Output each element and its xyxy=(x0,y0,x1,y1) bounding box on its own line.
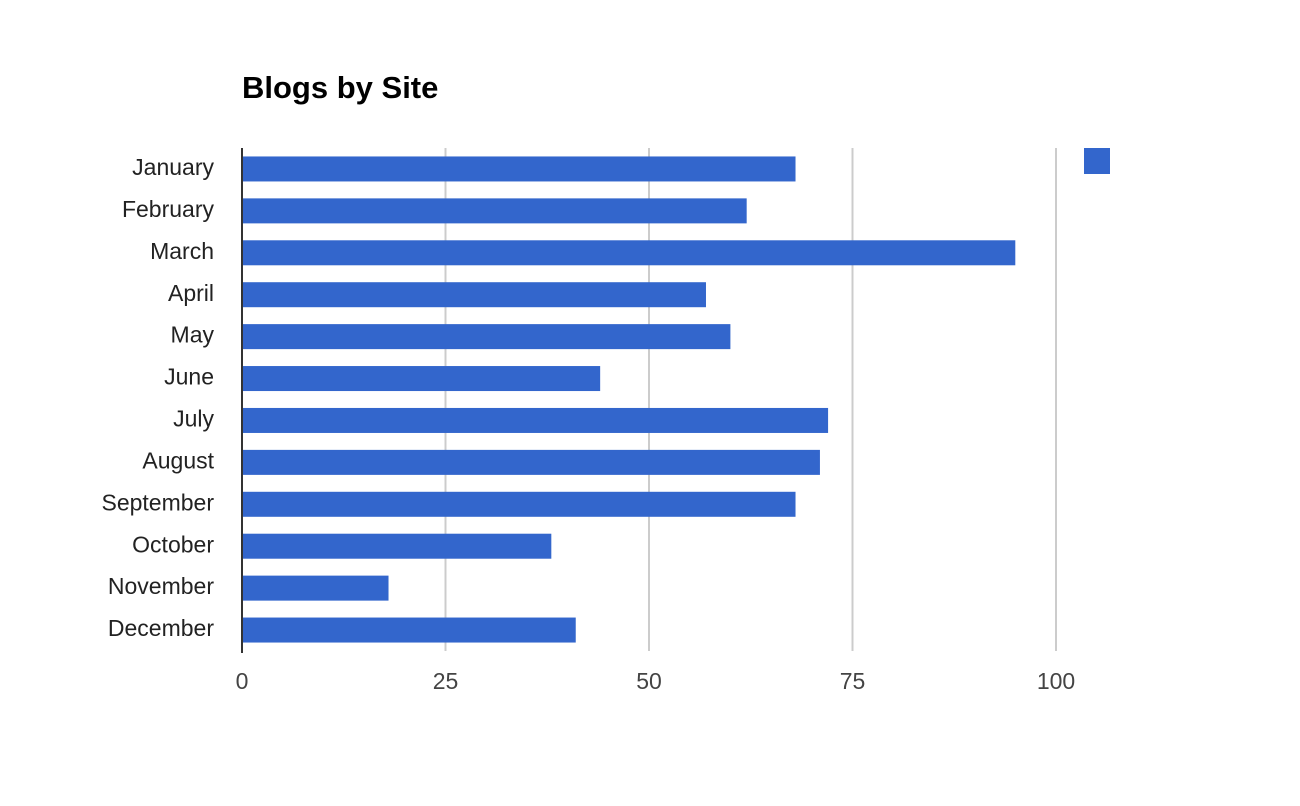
bar xyxy=(242,282,706,308)
x-tick-label: 50 xyxy=(636,668,662,694)
y-tick-label: November xyxy=(108,573,214,599)
bar xyxy=(242,449,820,475)
y-tick-label: June xyxy=(164,364,214,390)
x-tick-label: 25 xyxy=(433,668,459,694)
y-tick-label: July xyxy=(173,406,214,432)
bar xyxy=(242,617,576,643)
bar xyxy=(242,198,747,224)
y-tick-label: January xyxy=(132,154,214,180)
y-tick-label: February xyxy=(122,196,215,222)
y-tick-label: September xyxy=(101,489,214,515)
bar xyxy=(242,324,731,350)
legend-swatch xyxy=(1084,148,1110,174)
x-tick-label: 100 xyxy=(1037,668,1075,694)
y-tick-label: May xyxy=(171,322,215,348)
bar xyxy=(242,407,829,433)
y-tick-label: August xyxy=(142,447,214,473)
x-tick-label: 75 xyxy=(840,668,866,694)
chart-title: Blogs by Site xyxy=(242,70,438,105)
x-tick-label: 0 xyxy=(236,668,249,694)
bar xyxy=(242,366,601,392)
bar xyxy=(242,491,796,517)
y-tick-label: October xyxy=(132,531,214,557)
bar xyxy=(242,575,389,601)
bar xyxy=(242,156,796,182)
bar xyxy=(242,240,1016,266)
y-tick-label: March xyxy=(150,238,214,264)
bar xyxy=(242,533,552,559)
y-tick-label: December xyxy=(108,615,214,641)
y-tick-label: April xyxy=(168,280,214,306)
